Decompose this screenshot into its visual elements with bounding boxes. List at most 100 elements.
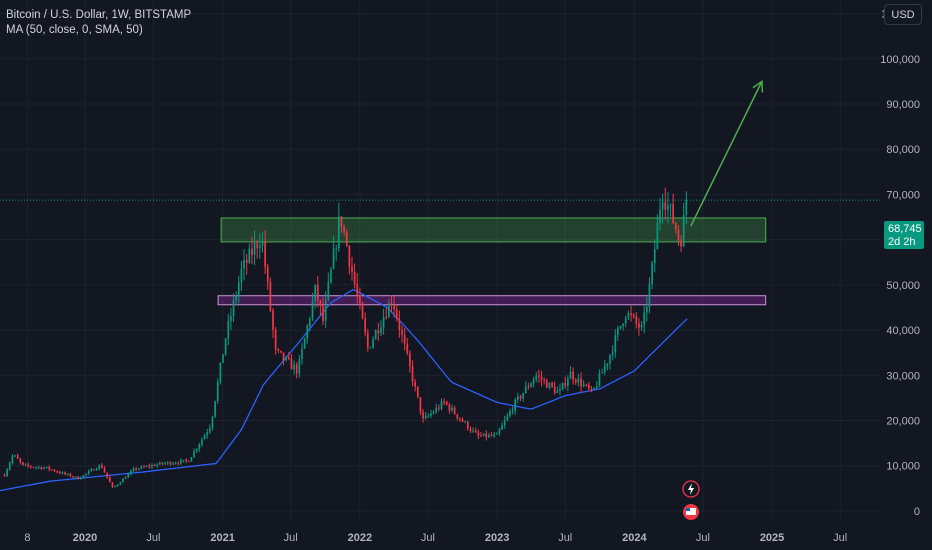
candle-body[interactable] bbox=[259, 245, 261, 249]
candle-body[interactable] bbox=[227, 321, 230, 339]
candle-body[interactable] bbox=[353, 271, 356, 285]
candle-body[interactable] bbox=[148, 466, 151, 468]
candle-body[interactable] bbox=[11, 456, 14, 463]
candle-body[interactable] bbox=[564, 382, 567, 386]
candle-body[interactable] bbox=[66, 473, 69, 475]
candle-body[interactable] bbox=[514, 399, 517, 411]
trend-arrow[interactable] bbox=[690, 79, 764, 227]
candle-body[interactable] bbox=[180, 460, 182, 464]
candle-body[interactable] bbox=[108, 477, 111, 483]
candle-body[interactable] bbox=[638, 323, 640, 328]
candle-body[interactable] bbox=[645, 306, 648, 313]
candle-body[interactable] bbox=[237, 282, 240, 296]
candle-body[interactable] bbox=[201, 439, 203, 445]
candle-body[interactable] bbox=[409, 352, 411, 367]
candle-body[interactable] bbox=[669, 204, 672, 206]
mid-zone[interactable] bbox=[217, 295, 767, 306]
candle-body[interactable] bbox=[398, 318, 401, 330]
candle-body[interactable] bbox=[87, 471, 90, 474]
candle-body[interactable] bbox=[314, 284, 317, 302]
candle-body[interactable] bbox=[56, 471, 59, 473]
currency-button[interactable]: USD bbox=[884, 4, 922, 25]
candle-body[interactable] bbox=[169, 462, 172, 465]
candle-body[interactable] bbox=[361, 303, 364, 319]
candle-body[interactable] bbox=[3, 474, 6, 477]
candle-body[interactable] bbox=[274, 329, 277, 350]
candle-body[interactable] bbox=[43, 467, 45, 469]
candle-body[interactable] bbox=[6, 469, 9, 477]
candle-body[interactable] bbox=[45, 466, 48, 468]
candle-body[interactable] bbox=[524, 386, 527, 394]
candle-body[interactable] bbox=[477, 432, 480, 436]
candle-body[interactable] bbox=[643, 312, 646, 325]
candle-body[interactable] bbox=[61, 472, 64, 474]
candle-body[interactable] bbox=[382, 317, 385, 328]
candle-body[interactable] bbox=[140, 466, 143, 469]
candle-body[interactable] bbox=[448, 404, 451, 411]
candle-body[interactable] bbox=[345, 231, 348, 247]
candle-body[interactable] bbox=[298, 359, 301, 374]
candle-body[interactable] bbox=[114, 486, 116, 488]
candle-body[interactable] bbox=[269, 281, 272, 311]
candle-body[interactable] bbox=[116, 484, 119, 487]
candle-body[interactable] bbox=[403, 334, 406, 344]
candle-body[interactable] bbox=[501, 425, 503, 430]
candle-body[interactable] bbox=[195, 448, 198, 452]
candle-body[interactable] bbox=[364, 318, 367, 333]
candle-body[interactable] bbox=[79, 478, 82, 480]
candle-body[interactable] bbox=[427, 415, 430, 417]
candle-body[interactable] bbox=[414, 381, 417, 387]
candle-body[interactable] bbox=[293, 364, 295, 370]
candle-body[interactable] bbox=[203, 435, 206, 440]
candle-body[interactable] bbox=[340, 216, 343, 227]
candle-body[interactable] bbox=[406, 343, 409, 353]
candle-body[interactable] bbox=[40, 467, 43, 469]
candle-body[interactable] bbox=[351, 266, 353, 272]
resistance-support-zone[interactable] bbox=[220, 217, 767, 243]
candle-body[interactable] bbox=[198, 444, 201, 449]
candle-body[interactable] bbox=[93, 469, 95, 471]
candle-body[interactable] bbox=[372, 339, 374, 348]
drawing-zones[interactable] bbox=[217, 217, 767, 306]
candle-body[interactable] bbox=[14, 455, 16, 457]
candle-body[interactable] bbox=[593, 387, 596, 389]
candle-body[interactable] bbox=[435, 407, 438, 413]
candle-body[interactable] bbox=[503, 420, 506, 426]
candle-body[interactable] bbox=[174, 463, 177, 465]
candle-body[interactable] bbox=[540, 376, 543, 381]
candle-body[interactable] bbox=[122, 478, 124, 483]
candle-body[interactable] bbox=[624, 317, 627, 324]
candle-body[interactable] bbox=[674, 222, 677, 230]
candle-body[interactable] bbox=[240, 268, 243, 283]
candle-body[interactable] bbox=[309, 318, 311, 327]
candle-body[interactable] bbox=[459, 418, 461, 420]
candle-body[interactable] bbox=[535, 375, 538, 380]
candle-body[interactable] bbox=[74, 476, 77, 478]
candle-body[interactable] bbox=[567, 378, 569, 386]
candle-body[interactable] bbox=[280, 350, 282, 353]
candle-body[interactable] bbox=[95, 468, 98, 471]
candle-body[interactable] bbox=[614, 335, 617, 353]
candle-body[interactable] bbox=[488, 434, 490, 438]
candle-body[interactable] bbox=[432, 412, 435, 414]
candle-body[interactable] bbox=[590, 388, 593, 390]
candle-body[interactable] bbox=[506, 415, 509, 421]
candle-body[interactable] bbox=[469, 428, 472, 431]
candle-body[interactable] bbox=[619, 325, 622, 329]
candle-body[interactable] bbox=[516, 396, 519, 400]
candle-body[interactable] bbox=[266, 267, 269, 282]
candle-body[interactable] bbox=[598, 373, 601, 387]
candle-body[interactable] bbox=[151, 465, 153, 467]
candle-body[interactable] bbox=[424, 415, 427, 419]
candle-body[interactable] bbox=[72, 476, 74, 478]
candle-body[interactable] bbox=[390, 303, 393, 305]
candle-body[interactable] bbox=[653, 249, 656, 264]
candle-body[interactable] bbox=[290, 358, 293, 370]
candle-body[interactable] bbox=[164, 463, 166, 465]
candle-body[interactable] bbox=[374, 330, 377, 340]
candle-body[interactable] bbox=[545, 380, 548, 388]
event-markers[interactable] bbox=[682, 480, 700, 520]
candle-body[interactable] bbox=[466, 421, 469, 429]
candle-body[interactable] bbox=[551, 382, 553, 387]
